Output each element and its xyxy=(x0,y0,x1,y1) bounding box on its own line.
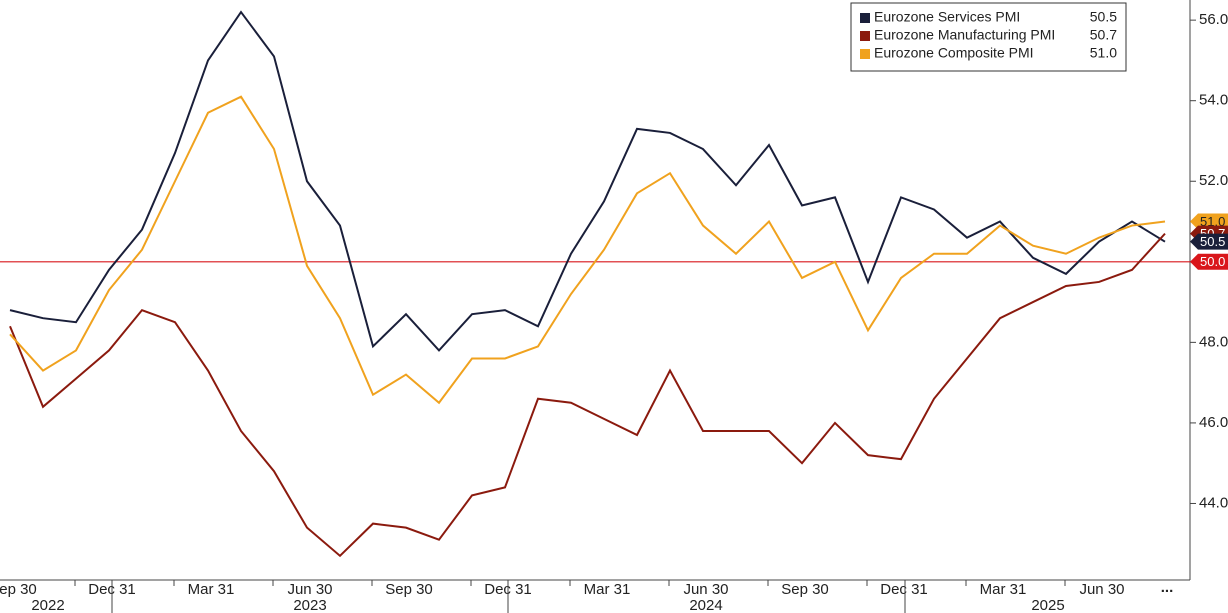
x-tick-label: Mar 31 xyxy=(188,581,235,598)
x-tick-label: Jun 30 xyxy=(683,581,728,598)
legend-swatch xyxy=(860,49,870,59)
y-tick-label: 52.0 xyxy=(1199,172,1228,189)
y-tick-label: 48.0 xyxy=(1199,333,1228,350)
value-tag-label: 50.0 xyxy=(1200,254,1225,269)
legend-value: 50.5 xyxy=(1090,9,1117,25)
y-tick-label: 46.0 xyxy=(1199,414,1228,431)
value-tag xyxy=(1190,253,1228,270)
x-tick-label: Sep 30 xyxy=(385,581,433,598)
value-tag xyxy=(1190,213,1228,230)
y-tick-label: 54.0 xyxy=(1199,92,1228,109)
legend-swatch xyxy=(860,13,870,23)
year-label: 2023 xyxy=(293,597,326,613)
legend-box xyxy=(850,2,1127,72)
x-tick-label: Sep 30 xyxy=(781,581,829,598)
legend-value: 51.0 xyxy=(1090,45,1117,61)
legend-value: 50.7 xyxy=(1090,27,1117,43)
y-tick-label: 56.0 xyxy=(1199,11,1228,28)
x-more-label: ... xyxy=(1161,579,1174,596)
x-tick-label: Dec 31 xyxy=(880,581,928,598)
series-line xyxy=(9,232,1166,558)
year-label: 2024 xyxy=(689,597,722,613)
x-tick-label: Jun 30 xyxy=(287,581,332,598)
y-tick-label: 44.0 xyxy=(1199,494,1228,511)
value-tag xyxy=(1190,233,1228,250)
legend-swatch xyxy=(860,31,870,41)
series-line xyxy=(9,95,1166,405)
x-tick-label: Mar 31 xyxy=(980,581,1027,598)
year-label: 2022 xyxy=(31,597,64,613)
x-tick-label: Sep 30 xyxy=(0,581,37,598)
x-tick-label: Jun 30 xyxy=(1079,581,1124,598)
x-tick-label: Mar 31 xyxy=(584,581,631,598)
legend-label: Eurozone Manufacturing PMI xyxy=(874,27,1055,43)
value-tag-label: 50.5 xyxy=(1200,234,1225,249)
legend-label: Eurozone Services PMI xyxy=(874,9,1020,25)
year-label: 2025 xyxy=(1031,597,1064,613)
legend-label: Eurozone Composite PMI xyxy=(874,45,1034,61)
value-tag-label: 51.0 xyxy=(1200,214,1225,229)
series-line xyxy=(9,10,1166,352)
